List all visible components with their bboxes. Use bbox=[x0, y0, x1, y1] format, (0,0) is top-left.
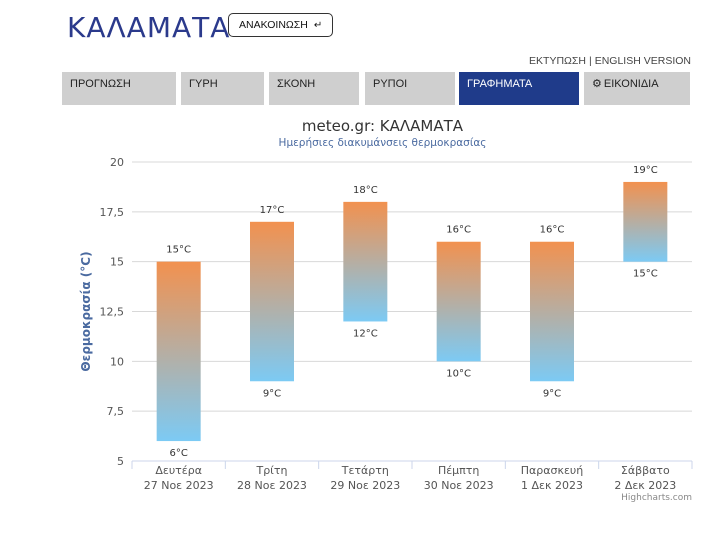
tab-charts[interactable]: ΓΡΑΦΗΜΑΤΑ bbox=[459, 72, 579, 105]
tab-icons[interactable]: ⚙ ΕΙΚΟΝΙΔΙΑ bbox=[584, 72, 690, 105]
high-temp-label: 16°C bbox=[540, 225, 565, 236]
high-temp-label: 15°C bbox=[166, 245, 191, 256]
y-tick-label: 20 bbox=[110, 156, 124, 169]
x-tick-label-date: 30 Νοε 2023 bbox=[424, 479, 494, 492]
tab-label: ΕΙΚΟΝΙΔΙΑ bbox=[603, 78, 659, 90]
high-temp-label: 16°C bbox=[446, 225, 471, 236]
high-temp-label: 19°C bbox=[633, 165, 658, 176]
temperature-range-bar[interactable] bbox=[436, 241, 481, 362]
tab-pollutants[interactable]: ΡΥΠΟΙ bbox=[365, 72, 455, 105]
print-link[interactable]: ΕΚΤΥΠΩΣΗ bbox=[529, 55, 586, 67]
tab-label: ΓΥΡΗ bbox=[189, 78, 218, 90]
announcement-button[interactable]: ΑΝΑΚΟΙΝΩΣΗ ↵ bbox=[228, 13, 334, 37]
tab-dust[interactable]: ΣΚΟΝΗ bbox=[269, 72, 359, 105]
x-tick-label-day: Πέμπτη bbox=[438, 464, 479, 477]
low-temp-label: 9°C bbox=[263, 388, 281, 399]
x-tick-label-date: 2 Δεκ 2023 bbox=[614, 479, 676, 492]
temperature-range-bar[interactable] bbox=[250, 221, 294, 382]
y-axis-label: Θερμοκρασία (°C) bbox=[79, 251, 93, 371]
high-temp-label: 17°C bbox=[260, 205, 285, 216]
chart-title: meteo.gr: ΚΑΛΑΜΑΤΑ bbox=[301, 117, 464, 135]
chart-subtitle: Ημερήσιες διακυμάνσεις θερμοκρασίας bbox=[278, 137, 487, 149]
x-tick-label-date: 1 Δεκ 2023 bbox=[521, 479, 583, 492]
temperature-range-bar[interactable] bbox=[156, 261, 201, 442]
x-tick-label-date: 29 Νοε 2023 bbox=[330, 479, 400, 492]
highcharts-credits[interactable]: Highcharts.com bbox=[621, 493, 692, 503]
y-tick-label: 5 bbox=[117, 455, 124, 468]
y-tick-label: 15 bbox=[110, 256, 124, 269]
temperature-range-bar[interactable] bbox=[343, 201, 388, 322]
return-arrow-icon: ↵ bbox=[313, 19, 323, 31]
x-tick-label-day: Σάββατο bbox=[621, 464, 670, 477]
y-tick-label: 10 bbox=[110, 355, 124, 368]
x-tick-label-date: 27 Νοε 2023 bbox=[144, 479, 214, 492]
tab-pollen[interactable]: ΓΥΡΗ bbox=[181, 72, 264, 105]
city-title: ΚΑΛΑΜΑΤΑ bbox=[67, 11, 231, 44]
top-links: ΕΚΤΥΠΩΣΗ | ENGLISH VERSION bbox=[529, 55, 691, 67]
low-temp-label: 6°C bbox=[169, 448, 187, 459]
low-temp-label: 15°C bbox=[633, 269, 658, 280]
tab-forecast[interactable]: ΠΡΟΓΝΩΣΗ bbox=[62, 72, 176, 105]
low-temp-label: 9°C bbox=[543, 388, 561, 399]
gear-icon: ⚙ bbox=[592, 78, 602, 90]
y-tick-label: 12,5 bbox=[100, 306, 125, 319]
tab-label: ΡΥΠΟΙ bbox=[373, 78, 408, 90]
temperature-range-bar[interactable] bbox=[623, 181, 668, 262]
tab-label: ΠΡΟΓΝΩΣΗ bbox=[70, 78, 131, 90]
y-tick-label: 17,5 bbox=[100, 206, 125, 219]
low-temp-label: 10°C bbox=[446, 368, 471, 379]
x-tick-label-day: Τετάρτη bbox=[341, 464, 389, 477]
x-tick-label-day: Δευτέρα bbox=[155, 464, 202, 477]
english-version-link[interactable]: ENGLISH VERSION bbox=[594, 55, 691, 67]
tab-label: ΓΡΑΦΗΜΑΤΑ bbox=[467, 78, 533, 90]
tab-label: ΣΚΟΝΗ bbox=[277, 78, 316, 90]
temperature-range-bar[interactable] bbox=[530, 241, 574, 382]
y-tick-label: 7,5 bbox=[107, 405, 125, 418]
link-separator: | bbox=[588, 55, 592, 67]
announcement-label: ΑΝΑΚΟΙΝΩΣΗ bbox=[239, 19, 308, 31]
x-tick-label-date: 28 Νοε 2023 bbox=[237, 479, 307, 492]
low-temp-label: 12°C bbox=[353, 328, 378, 339]
high-temp-label: 18°C bbox=[353, 185, 378, 196]
x-tick-label-day: Τρίτη bbox=[255, 464, 287, 477]
x-tick-label-day: Παρασκευή bbox=[521, 464, 584, 477]
